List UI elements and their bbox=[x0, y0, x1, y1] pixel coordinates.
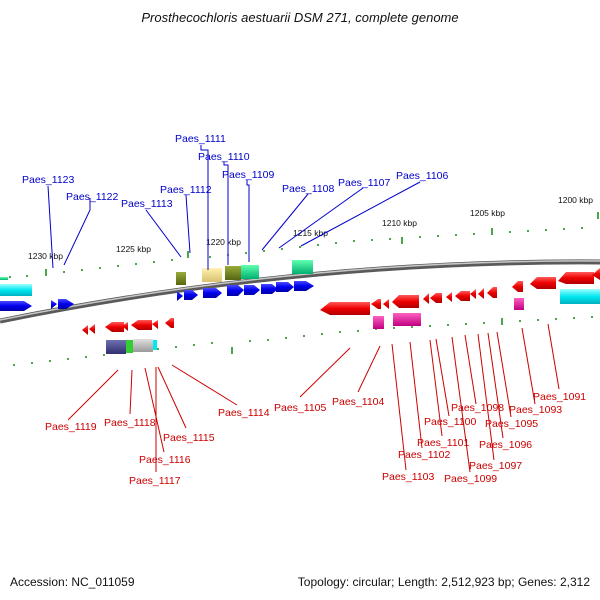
forward-strand-genes bbox=[0, 260, 314, 311]
genome-summary-text: Topology: circular; Length: 2,512,923 bp… bbox=[297, 575, 590, 589]
outer-ticks bbox=[9, 212, 599, 278]
gene-label-paes-1123: Paes_1123 bbox=[22, 174, 75, 186]
gene-label-paes-1109: Paes_1109 bbox=[222, 169, 275, 181]
gene-label-paes-1112: Paes_1112 bbox=[160, 184, 212, 196]
inner-ticks bbox=[13, 316, 593, 366]
forward-gene-labels: Paes_1111 Paes_1110 Paes_1109 Paes_1108 … bbox=[22, 133, 449, 210]
gene-label-paes-1098: Paes_1098 bbox=[451, 402, 504, 414]
scale-label-1230: 1230 kbp bbox=[28, 251, 63, 261]
genome-backbone bbox=[0, 259, 600, 324]
gene-label-paes-1115: Paes_1115 bbox=[163, 432, 215, 444]
accession-text: Accession: NC_011059 bbox=[10, 575, 135, 589]
scale-label-1220: 1220 kbp bbox=[206, 237, 241, 247]
reverse-gene-labels: Paes_1119 Paes_1118 Paes_1116 Paes_1117 … bbox=[45, 391, 586, 487]
forward-leader-lines bbox=[47, 145, 421, 270]
gene-label-paes-1107: Paes_1107 bbox=[338, 177, 391, 189]
reverse-leader-lines bbox=[67, 323, 560, 473]
gene-label-paes-1119: Paes_1119 bbox=[45, 421, 97, 433]
gene-label-paes-1091: Paes_1091 bbox=[533, 391, 586, 403]
gene-label-paes-1117: Paes_1117 bbox=[129, 475, 181, 487]
gene-label-paes-1108: Paes_1108 bbox=[282, 183, 335, 195]
gene-label-paes-1100: Paes_1100 bbox=[424, 416, 477, 428]
gene-label-paes-1102: Paes_1102 bbox=[398, 449, 451, 461]
gene-label-paes-1113: Paes_1113 bbox=[121, 198, 173, 210]
gene-label-paes-1110: Paes_1110 bbox=[198, 151, 250, 163]
scale-label-1225: 1225 kbp bbox=[116, 244, 151, 254]
gene-label-paes-1101: Paes_1101 bbox=[417, 437, 470, 449]
gene-label-paes-1114: Paes_1114 bbox=[218, 407, 270, 419]
gene-label-paes-1096: Paes_1096 bbox=[479, 439, 532, 451]
gene-label-paes-1093: Paes_1093 bbox=[509, 404, 562, 416]
gene-label-paes-1116: Paes_1116 bbox=[139, 454, 191, 466]
genome-backbone-highlight bbox=[0, 260, 600, 321]
gene-label-paes-1105: Paes_1105 bbox=[274, 402, 327, 414]
gene-label-paes-1106: Paes_1106 bbox=[396, 170, 449, 182]
scale-label-1210: 1210 kbp bbox=[382, 218, 417, 228]
gene-label-paes-1111: Paes_1111 bbox=[175, 133, 226, 145]
scale-label-1200: 1200 kbp bbox=[558, 195, 593, 205]
gene-label-paes-1097: Paes_1097 bbox=[469, 460, 522, 472]
gene-label-paes-1104: Paes_1104 bbox=[332, 396, 385, 408]
gene-label-paes-1099: Paes_1099 bbox=[444, 473, 497, 485]
scale-label-1215: 1215 kbp bbox=[293, 228, 328, 238]
gene-label-paes-1095: Paes_1095 bbox=[485, 418, 538, 430]
map-title: Prosthecochloris aestuarii DSM 271, comp… bbox=[141, 10, 459, 25]
gene-label-paes-1122: Paes_1122 bbox=[66, 191, 119, 203]
scale-label-1205: 1205 kbp bbox=[470, 208, 505, 218]
gene-label-paes-1118: Paes_1118 bbox=[104, 417, 156, 429]
gene-label-paes-1103: Paes_1103 bbox=[382, 471, 435, 483]
reverse-strand-genes bbox=[82, 268, 600, 354]
